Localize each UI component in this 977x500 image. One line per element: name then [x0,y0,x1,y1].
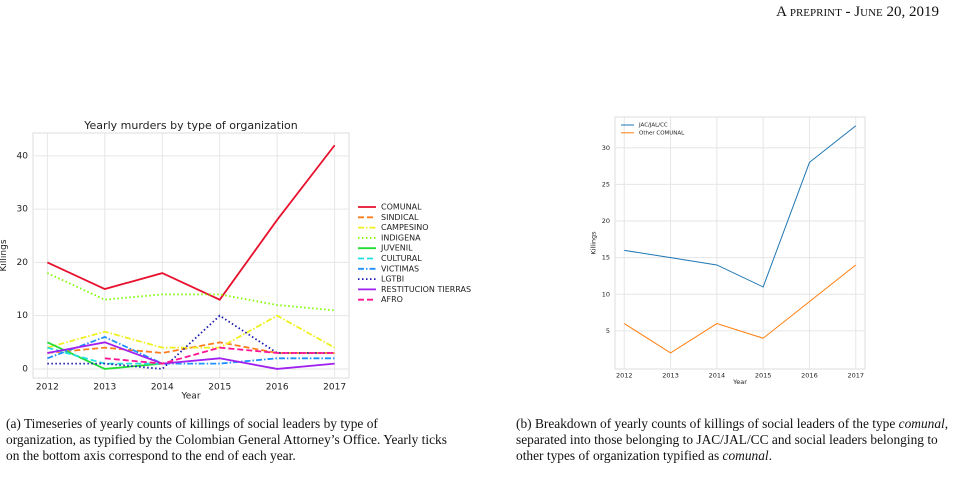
series-line [47,341,335,370]
x-tick-label: 2012 [36,383,59,393]
series-line [47,314,336,349]
series-line [46,144,336,301]
x-tick-label: 2013 [662,372,679,380]
caption-a: (a) Timeseries of yearly counts of killi… [6,416,451,464]
legend-label: AFRO [381,295,403,304]
running-header: A preprint - June 20, 2019 [776,4,939,20]
series-line [624,125,857,288]
legend-label: SINDICAL [381,213,419,222]
caption-text: , separated into those belonging to JAC/… [516,416,949,463]
legend-label: JUVENIL [380,244,413,253]
series-line [104,346,335,365]
y-axis-label: Killings [0,239,9,271]
legend-label: VICTIMAS [381,264,419,273]
y-tick-label: 0 [22,364,28,374]
x-tick-label: 2014 [151,383,174,393]
legend-label: RESTITUCION TIERRAS [381,285,471,294]
y-tick-label: 15 [602,254,610,262]
y-tick-label: 30 [17,205,29,215]
y-tick-label: 5 [606,327,610,335]
x-tick-label: 2016 [266,383,289,393]
y-tick-label: 25 [602,180,610,188]
legend-label: CAMPESINO [381,223,429,232]
series-line [623,264,857,354]
series-line [46,272,335,312]
legend-label: CULTURAL [381,254,422,263]
legend-label: COMUNAL [381,203,422,212]
caption-b: (b) Breakdown of yearly counts of killin… [516,416,961,464]
caption-text: (a) Timeseries of yearly counts of killi… [6,416,447,463]
y-tick-label: 10 [602,290,610,298]
x-tick-label: 2014 [709,372,726,380]
series-line [47,336,335,365]
x-tick-label: 2017 [847,372,864,380]
legend-label: LGTBI [381,275,404,284]
x-tick-label: 2017 [323,383,346,393]
plot-area [32,132,350,379]
y-tick-label: 40 [17,151,29,161]
x-tick-label: 2015 [208,383,231,393]
chart-title: Yearly murders by type of organization [83,119,297,132]
y-tick-label: 10 [17,311,29,321]
x-axis-label: Year [732,378,747,386]
x-tick-label: 2012 [616,372,633,380]
y-tick-label: 20 [602,217,610,225]
x-tick-label: 2015 [755,372,772,380]
y-tick-label: 30 [602,144,610,152]
legend-label: Other COMUNAL [639,130,685,136]
caption-text: comunal [898,416,945,431]
caption-text: (b) Breakdown of yearly counts of killin… [516,416,899,431]
x-tick-label: 2016 [801,372,818,380]
x-tick-label: 2013 [93,383,116,393]
y-axis-label: Killings [590,231,598,255]
series-line [47,341,335,354]
caption-text: comunal [722,448,769,463]
legend-label: JAC/JAL/CC [638,123,668,129]
plot-area [614,116,866,370]
caption-text: . [768,448,772,463]
legend-label: INDIGENA [381,233,421,242]
x-axis-label: Year [180,392,200,402]
y-tick-label: 20 [17,258,29,268]
